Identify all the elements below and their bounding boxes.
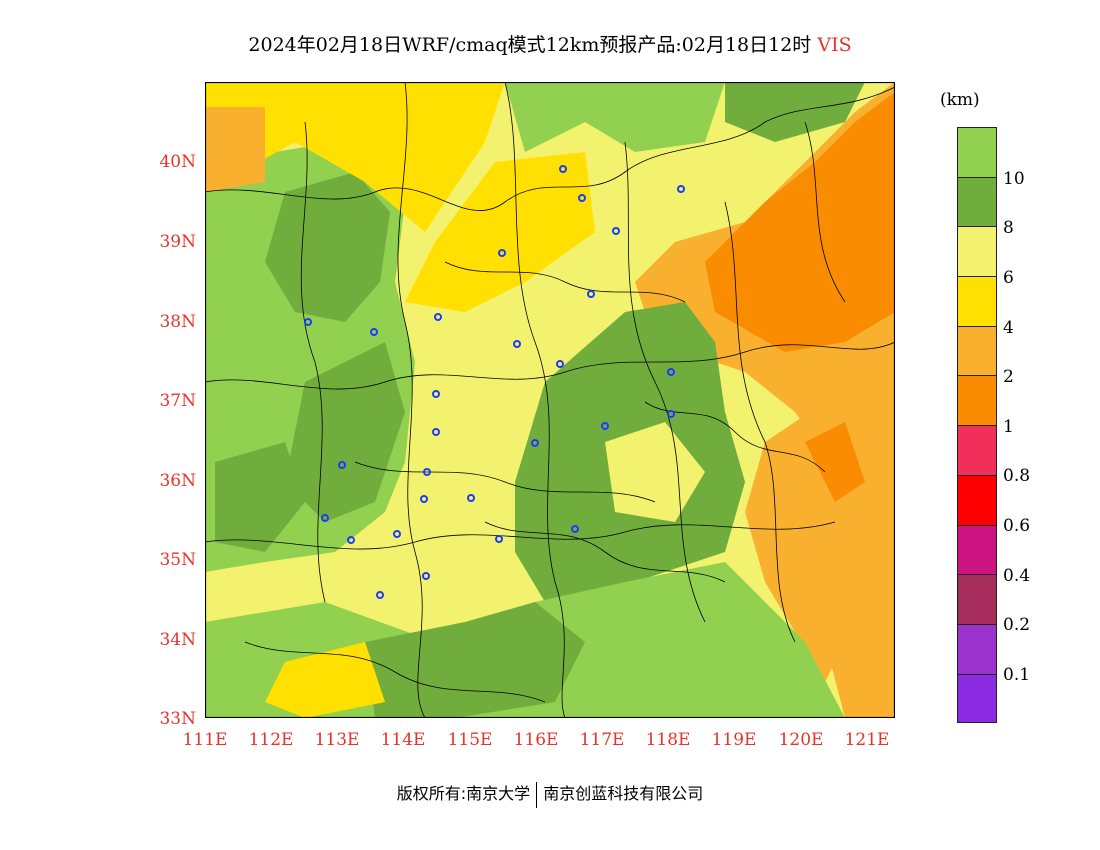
- legend-label-0.1: 0.1: [1003, 665, 1031, 685]
- legend-color-swatch: [957, 276, 997, 326]
- city-marker: [420, 495, 428, 503]
- legend-color-swatch: [957, 474, 997, 525]
- legend-label-6: 6: [1003, 268, 1014, 288]
- city-marker: [513, 340, 521, 348]
- lon-label-117: 117E: [579, 730, 625, 750]
- city-marker: [393, 530, 401, 538]
- lon-label-116: 116E: [513, 730, 559, 750]
- legend-color-swatch: [957, 226, 997, 277]
- legend-label-8: 8: [1003, 218, 1014, 238]
- city-marker: [338, 461, 346, 469]
- lat-label-39: 39N: [159, 232, 196, 252]
- lon-label-111: 111E: [182, 730, 228, 750]
- legend-label-2: 2: [1003, 367, 1014, 387]
- title-variable: VIS: [817, 34, 852, 56]
- legend-color-swatch: [957, 127, 997, 177]
- city-marker: [559, 165, 567, 173]
- lat-label-34: 34N: [159, 630, 196, 650]
- city-marker: [571, 525, 579, 533]
- city-marker: [612, 227, 620, 235]
- legend-label-10: 10: [1003, 169, 1025, 189]
- legend-label-4: 4: [1003, 318, 1014, 338]
- legend-label-0.4: 0.4: [1003, 566, 1031, 586]
- legend-color-swatch: [957, 176, 997, 227]
- lon-label-120: 120E: [778, 730, 824, 750]
- region-southeast-darkorange: [805, 422, 865, 502]
- lon-label-119: 119E: [711, 730, 757, 750]
- city-marker: [498, 249, 506, 257]
- lat-label-37: 37N: [159, 391, 196, 411]
- region-south-yellow: [265, 642, 385, 718]
- legend-label-0.8: 0.8: [1003, 466, 1031, 486]
- legend-label-0.6: 0.6: [1003, 516, 1031, 536]
- region-sea-orange: [705, 92, 895, 352]
- city-marker: [587, 290, 595, 298]
- legend-color-swatch: [957, 623, 997, 674]
- city-marker: [370, 328, 378, 336]
- lon-label-115: 115E: [447, 730, 493, 750]
- city-marker: [467, 494, 475, 502]
- legend-label-0.2: 0.2: [1003, 615, 1031, 635]
- lon-label-121: 121E: [844, 730, 890, 750]
- city-marker: [556, 360, 564, 368]
- city-marker: [376, 591, 384, 599]
- title-main: 2024年02月18日WRF/cmaq模式12km预报产品:02月18日12时: [248, 34, 812, 56]
- city-marker: [422, 572, 430, 580]
- legend-label-1: 1: [1003, 417, 1014, 437]
- lat-label-40: 40N: [159, 152, 196, 172]
- lat-label-38: 38N: [159, 312, 196, 332]
- visibility-map: [205, 82, 895, 718]
- lon-label-114: 114E: [380, 730, 426, 750]
- lat-label-33: 33N: [159, 709, 196, 729]
- region-south-darkgreen: [365, 602, 585, 718]
- city-marker: [677, 185, 685, 193]
- region-north-yellow: [205, 82, 505, 232]
- region-central-yellow: [405, 152, 595, 312]
- city-marker: [434, 313, 442, 321]
- map-svg: [205, 82, 895, 718]
- lon-label-113: 113E: [314, 730, 360, 750]
- lat-label-35: 35N: [159, 550, 196, 570]
- region-southeast-coast-orange: [815, 602, 895, 718]
- legend-unit: (km): [940, 90, 980, 110]
- footer-divider: [536, 781, 538, 808]
- legend-color-swatch: [957, 673, 997, 724]
- map-border: [205, 82, 895, 718]
- legend-color-swatch: [957, 574, 997, 624]
- lat-label-36: 36N: [159, 471, 196, 491]
- copyright-footer: 版权所有:南京大学 南京创蓝科技有限公司: [0, 780, 1100, 808]
- region-northwest-orange: [205, 107, 265, 192]
- region-west-darkgreen-1: [265, 172, 390, 322]
- city-marker: [321, 514, 329, 522]
- legend-color-swatch: [957, 425, 997, 475]
- lon-label-112: 112E: [248, 730, 294, 750]
- city-marker: [667, 410, 675, 418]
- city-marker: [578, 194, 586, 202]
- region-north-green: [505, 82, 725, 152]
- region-west-darkgreen-2: [285, 342, 405, 522]
- city-marker: [531, 439, 539, 447]
- city-marker: [432, 428, 440, 436]
- city-marker: [304, 318, 312, 326]
- chart-title: 2024年02月18日WRF/cmaq模式12km预报产品:02月18日12时 …: [0, 30, 1100, 57]
- legend-colorbar: [957, 127, 997, 724]
- city-marker: [495, 535, 503, 543]
- city-marker: [601, 422, 609, 430]
- copyright-owner: 版权所有:南京大学: [396, 784, 531, 803]
- copyright-company: 南京创蓝科技有限公司: [543, 784, 704, 803]
- city-marker: [423, 468, 431, 476]
- legend-color-swatch: [957, 325, 997, 376]
- city-markers: [304, 165, 685, 599]
- lon-label-118: 118E: [645, 730, 691, 750]
- legend-color-swatch: [957, 524, 997, 575]
- city-marker: [667, 368, 675, 376]
- city-marker: [347, 536, 355, 544]
- region-west-darkgreen-3: [215, 442, 305, 552]
- city-marker: [432, 390, 440, 398]
- legend-color-swatch: [957, 375, 997, 426]
- province-boundaries: [205, 82, 895, 718]
